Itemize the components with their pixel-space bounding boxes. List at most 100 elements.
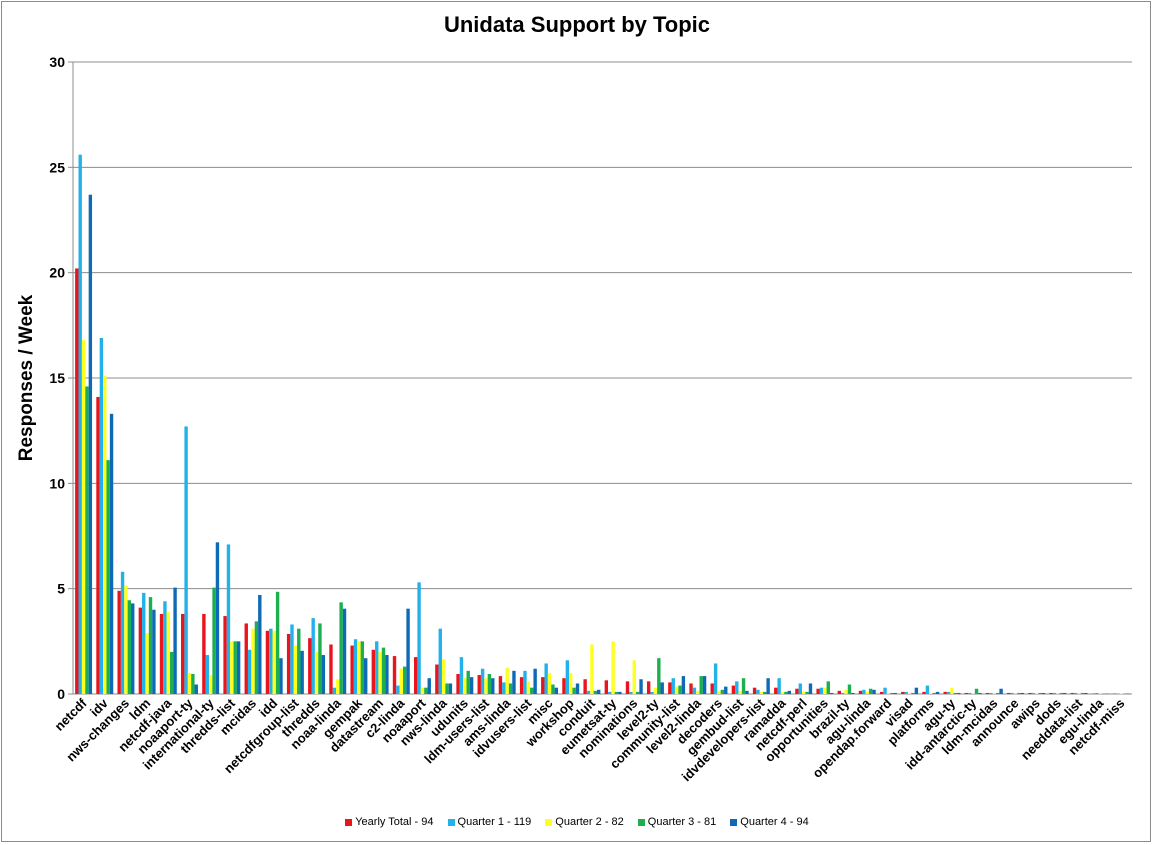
bar [608, 691, 612, 694]
bar [399, 668, 403, 694]
bar [745, 690, 749, 694]
bar [459, 657, 464, 694]
bar [251, 628, 255, 694]
bar [1028, 692, 1032, 694]
bar [780, 691, 785, 694]
bar [741, 678, 746, 694]
bar [417, 582, 421, 694]
bar [784, 691, 788, 694]
bar [350, 645, 354, 694]
legend-label: Quarter 1 - 119 [457, 816, 532, 828]
bar [466, 670, 470, 694]
bar [710, 683, 714, 694]
legend-swatch [730, 818, 738, 826]
bar [1052, 692, 1057, 694]
chart-title: Unidata Support by Topic [443, 12, 711, 37]
bar [720, 689, 725, 694]
bar [1035, 692, 1039, 694]
bar [364, 658, 368, 694]
legend-item: Quarter 4 - 94 [730, 816, 809, 828]
bar [254, 621, 259, 694]
legend: Yearly Total - 94 Quarter 1 - 119 Quarter … [0, 816, 1154, 828]
bar [565, 660, 570, 694]
bar [244, 623, 248, 694]
bar [974, 688, 979, 694]
bar [689, 683, 693, 694]
bar [279, 658, 283, 694]
bar [173, 587, 177, 694]
bar [441, 659, 446, 694]
bar [357, 641, 361, 694]
bar [1080, 692, 1085, 694]
bar [657, 658, 661, 694]
bar [378, 651, 382, 694]
bar [1059, 692, 1063, 694]
bar [890, 692, 894, 694]
bar [360, 641, 365, 694]
bar [996, 692, 1000, 694]
bar [329, 644, 333, 694]
bar [635, 691, 640, 694]
legend-swatch [637, 818, 645, 826]
bar [236, 641, 241, 694]
bar [424, 687, 428, 694]
bar [674, 686, 679, 694]
bar [826, 681, 830, 694]
bar [914, 687, 919, 694]
bar [502, 682, 506, 694]
legend-swatch [545, 818, 553, 826]
y-tick-label: 15 [49, 370, 65, 386]
bar [247, 649, 252, 694]
bar [230, 641, 234, 694]
bar [117, 590, 121, 694]
bar [314, 651, 319, 694]
bar [787, 690, 791, 694]
bar [120, 571, 125, 694]
bar [469, 677, 474, 694]
bar [297, 628, 301, 694]
bar [508, 683, 513, 694]
bar [929, 692, 933, 694]
bar [223, 616, 227, 694]
bar [438, 628, 442, 694]
bar [992, 692, 997, 694]
bar [212, 587, 216, 694]
bar [414, 657, 418, 694]
bar [562, 678, 566, 694]
bar [554, 687, 559, 694]
bar [226, 544, 231, 694]
bar [215, 542, 220, 694]
bar [569, 672, 573, 694]
bar [392, 656, 397, 694]
bar [103, 375, 107, 694]
bar [145, 632, 149, 694]
bar [477, 675, 481, 694]
bar [1073, 692, 1078, 694]
bar [339, 602, 343, 694]
legend-item: Quarter 3 - 81 [637, 816, 717, 828]
bar [572, 687, 576, 694]
bar [96, 396, 100, 694]
bar [512, 670, 516, 694]
bar [275, 591, 280, 694]
bar [300, 650, 304, 694]
bar [78, 154, 82, 694]
bar [943, 691, 947, 694]
bar [353, 639, 358, 694]
bar [311, 618, 315, 694]
bar [883, 687, 887, 694]
legend-label: Quarter 3 - 81 [647, 816, 717, 828]
bar [1038, 692, 1042, 694]
bar [106, 460, 110, 694]
bar [575, 683, 580, 694]
bar [533, 668, 537, 694]
bar [381, 647, 386, 694]
bar [1062, 692, 1067, 694]
bar [798, 683, 803, 694]
bar [541, 677, 545, 694]
bar [159, 613, 164, 694]
bar [505, 667, 509, 694]
bar [847, 684, 852, 694]
bar [865, 691, 869, 694]
